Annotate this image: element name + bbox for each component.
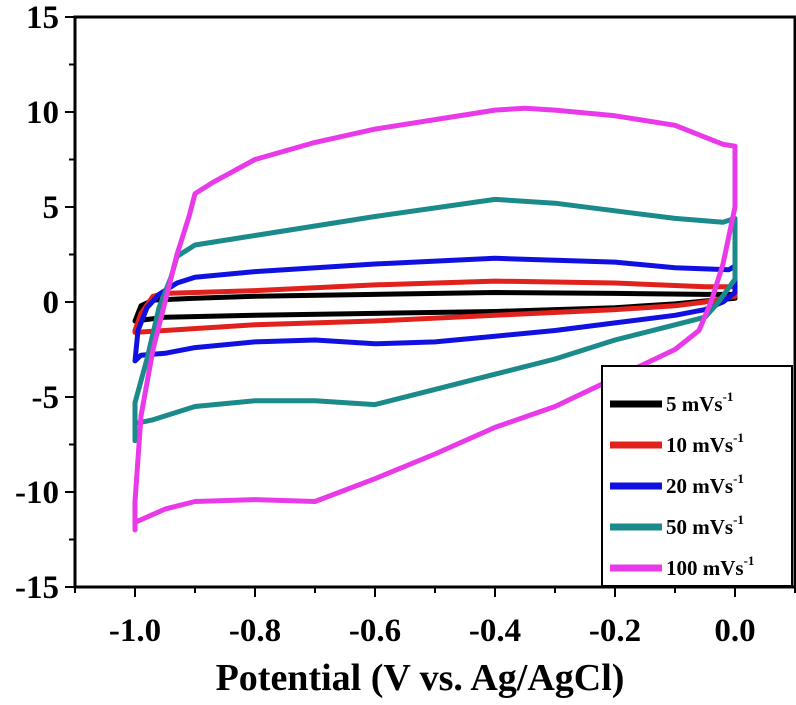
series-line-4 — [132, 105, 738, 533]
x-tick-label: -0.6 — [349, 613, 401, 649]
y-tick-label: -5 — [32, 380, 60, 416]
x-tick-label: -0.2 — [589, 613, 641, 649]
x-tick-label: 0.0 — [714, 613, 755, 649]
legend-label-2: 20 mVs-1 — [666, 471, 744, 498]
y-tick-label: 10 — [26, 95, 59, 131]
series-line-1 — [132, 278, 738, 335]
x-axis-title: Potential (V vs. Ag/AgCl) — [216, 657, 625, 699]
y-tick-label: 15 — [26, 0, 59, 36]
y-tick-label: 5 — [43, 190, 60, 226]
y-tick-label: -10 — [15, 475, 59, 511]
x-tick-label: -0.8 — [229, 613, 281, 649]
x-tick-label: -0.4 — [469, 613, 521, 649]
y-tick-label: 0 — [43, 285, 60, 321]
legend-label-3: 50 mVs-1 — [666, 512, 744, 539]
legend-label-1: 10 mVs-1 — [666, 430, 744, 457]
y-tick-label: -15 — [15, 570, 59, 606]
legend-label-0: 5 mVs-1 — [666, 389, 733, 416]
series-layer — [132, 105, 738, 533]
x-tick-label: -1.0 — [109, 613, 161, 649]
axis-layer: -1.0 -0.8 -0.6 -0.4 -0.2 0.0 -15 -10 -5 0 5 10 15 — [15, 0, 796, 649]
legend-label-4: 100 mVs-1 — [666, 553, 754, 580]
legend: 5 mVs-1 10 mVs-1 20 mVs-1 50 mVs-1 100 mVs-1 — [601, 365, 793, 587]
series-line-2 — [132, 255, 738, 364]
